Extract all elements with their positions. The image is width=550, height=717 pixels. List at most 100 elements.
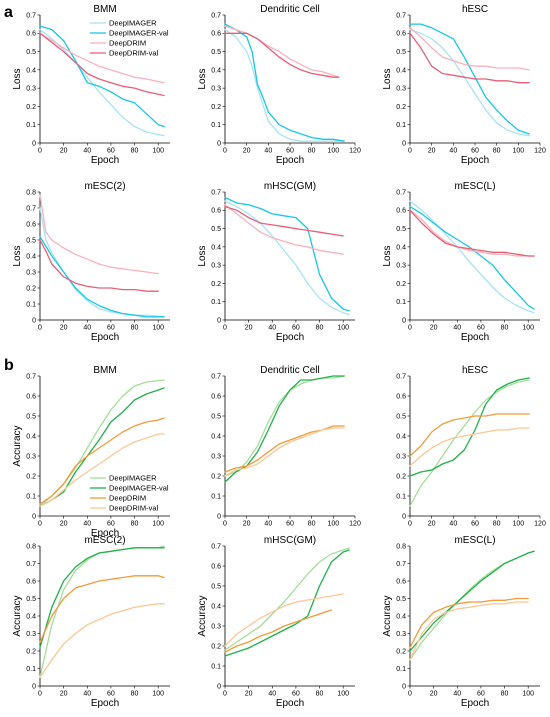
x-tick-label: 40	[268, 325, 276, 332]
x-tick-label: 80	[131, 521, 139, 528]
y-axis-label: Loss	[12, 245, 23, 266]
y-axis-label: Loss	[197, 68, 208, 89]
x-tick-label: 0	[408, 521, 412, 528]
legend-label: DeepDRIM	[109, 494, 146, 503]
x-tick-label: 40	[83, 325, 91, 332]
chart-a-mesc-l: mESC(L) 0 0.1 0.2 0.3 0.4 0.5 0.6 0.7 0 20 40 60 80 10…	[382, 181, 540, 343]
series-line-deepdrim	[409, 597, 529, 649]
y-tick-label: 0.5	[211, 583, 221, 590]
y-tick-label: 0.3	[26, 269, 36, 276]
y-tick-label: 0.5	[211, 226, 221, 233]
chart-title: mHSC(GM)	[264, 181, 316, 192]
y-tick-label: 0	[32, 140, 36, 147]
chart-b-mesc-2: mESC(2) 0 0.1 0.2 0.3 0.4 0.5 0.6 0.7 0.8 0 20 40 60 8…	[12, 535, 170, 709]
x-tick-label: 40	[83, 521, 91, 528]
y-tick-label: 0.2	[26, 648, 36, 655]
y-tick-label: 0.7	[211, 543, 221, 550]
y-tick-label: 0.4	[396, 67, 406, 74]
series-line-deepdrim	[224, 204, 344, 255]
x-tick-label: 80	[501, 691, 509, 698]
y-tick-label: 0.3	[396, 631, 406, 638]
x-tick-label: 20	[430, 325, 438, 332]
y-tick-label: 0.1	[26, 301, 36, 308]
series-line-deepimager-val	[409, 550, 535, 652]
y-tick-label: 0	[217, 513, 221, 520]
y-tick-label: 0.4	[396, 613, 406, 620]
x-tick-label: 100	[152, 148, 164, 155]
y-tick-label: 0.5	[26, 596, 36, 603]
y-axis-label: Loss	[382, 245, 393, 266]
x-tick-label: 60	[286, 521, 294, 528]
y-tick-label: 0.7	[396, 373, 406, 380]
y-tick-label: 0.6	[396, 208, 406, 215]
y-tick-label: 0.5	[396, 596, 406, 603]
x-tick-label: 80	[493, 148, 501, 155]
series-line-deepimager-val	[224, 549, 350, 657]
x-tick-label: 0	[223, 148, 227, 155]
y-tick-label: 0.6	[26, 393, 36, 400]
y-tick-label: 0.1	[211, 663, 221, 670]
x-tick-label: 40	[449, 521, 457, 528]
x-tick-label: 40	[264, 521, 272, 528]
legend-label: DeepIMAGER-val	[109, 484, 169, 493]
y-tick-label: 0.4	[26, 67, 36, 74]
y-tick-label: 0.4	[396, 244, 406, 251]
series-line-deepimager	[224, 375, 345, 477]
y-tick-label: 0.4	[211, 67, 221, 74]
chart-a-dendritic-cell: Dendritic Cell 0 0.1 0.2 0.3 0.4 0.5 0.6 0.7 0 20 4…	[197, 4, 361, 166]
series-line-deepimager-val	[39, 547, 165, 649]
series-line-deepdrim-val	[39, 239, 159, 292]
x-tick-label: 0	[408, 148, 412, 155]
chart-title: BMM	[93, 365, 116, 376]
y-tick-label: 0.2	[211, 104, 221, 111]
series-line-deepdrim-val	[224, 205, 344, 237]
x-tick-label: 0	[38, 521, 42, 528]
chart-b-mhsc-gm: mHSC(GM) 0 0.1 0.2 0.3 0.4 0.5 0.6 0.7 0 20 40 60 80 1…	[197, 535, 355, 709]
y-tick-label: 0.1	[26, 493, 36, 500]
x-axis-label: Epoch	[276, 155, 304, 166]
y-tick-label: 0.5	[211, 49, 221, 56]
y-tick-label: 0.2	[26, 473, 36, 480]
y-tick-label: 0.1	[211, 299, 221, 306]
y-tick-label: 0.1	[211, 122, 221, 129]
x-tick-label: 40	[449, 148, 457, 155]
y-tick-label: 0.7	[26, 561, 36, 568]
y-tick-label: 0.6	[211, 563, 221, 570]
series-line-deepimager	[224, 200, 350, 316]
x-tick-label: 100	[337, 325, 349, 332]
x-tick-label: 80	[131, 691, 139, 698]
x-tick-label: 40	[83, 148, 91, 155]
x-tick-label: 0	[223, 691, 227, 698]
chart-title: mESC(L)	[454, 181, 495, 192]
x-tick-label: 20	[428, 148, 436, 155]
y-tick-label: 0.2	[396, 104, 406, 111]
series-line-deepdrim-val	[39, 603, 165, 678]
legend-label: DeepDRIM	[109, 39, 146, 48]
series-line-deepimager	[409, 379, 530, 507]
y-tick-label: 0.6	[26, 578, 36, 585]
y-tick-label: 0.7	[26, 205, 36, 212]
x-axis-label: Epoch	[91, 698, 119, 709]
y-axis-label: Accuracy	[382, 595, 393, 636]
x-tick-label: 20	[243, 148, 251, 155]
series-line-deepimager-val	[39, 387, 165, 507]
y-tick-label: 0	[402, 683, 406, 690]
x-tick-label: 60	[292, 691, 300, 698]
x-tick-label: 20	[60, 148, 68, 155]
y-axis-label: Loss	[197, 245, 208, 266]
y-tick-label: 0.6	[211, 208, 221, 215]
legend-label: DeepIMAGER-val	[109, 29, 169, 38]
x-tick-label: 0	[38, 148, 42, 155]
y-tick-label: 0.4	[396, 433, 406, 440]
series-line-deepdrim	[39, 417, 165, 505]
x-tick-label: 100	[327, 521, 339, 528]
series-line-deepdrim	[39, 194, 159, 275]
y-tick-label: 0.6	[211, 393, 221, 400]
x-tick-label: 40	[264, 148, 272, 155]
series-line-deepdrim-val	[409, 427, 530, 467]
y-tick-label: 0.2	[211, 281, 221, 288]
x-axis-label: Epoch	[91, 528, 119, 539]
x-tick-label: 60	[477, 325, 485, 332]
x-axis-label: Epoch	[461, 698, 489, 709]
series-line-deepdrim-val	[39, 433, 165, 507]
